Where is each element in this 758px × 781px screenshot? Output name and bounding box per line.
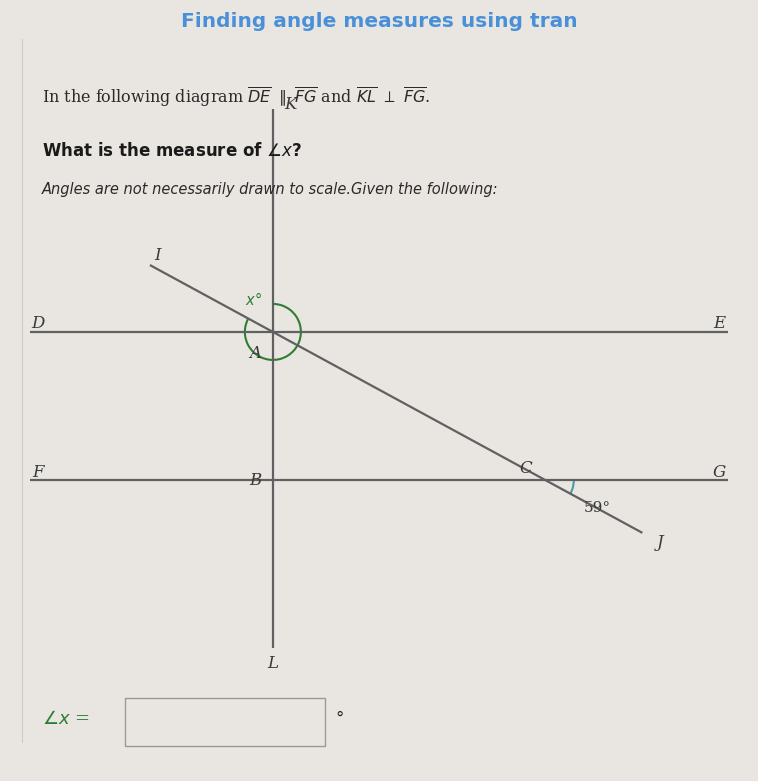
FancyBboxPatch shape — [125, 698, 325, 746]
Text: D: D — [32, 316, 45, 333]
Text: °: ° — [335, 710, 343, 728]
Text: What is the measure of $\angle x$?: What is the measure of $\angle x$? — [42, 142, 302, 160]
Text: B: B — [249, 472, 261, 489]
Text: $x°$: $x°$ — [245, 291, 262, 308]
Text: G: G — [713, 464, 726, 481]
Text: A: A — [249, 345, 261, 362]
Text: J: J — [657, 534, 664, 551]
Text: F: F — [33, 464, 44, 481]
Text: E: E — [713, 316, 725, 333]
Text: Angles are not necessarily drawn to scale.Given the following:: Angles are not necessarily drawn to scal… — [42, 182, 499, 197]
Text: K: K — [285, 96, 297, 112]
Text: In the following diagram $\overline{DE}$ $\parallel$ $\overline{FG}$ and $\overl: In the following diagram $\overline{DE}$… — [42, 85, 431, 109]
Text: C: C — [519, 460, 532, 477]
Text: I: I — [155, 247, 161, 263]
Text: $\angle x$ =: $\angle x$ = — [42, 710, 89, 728]
Text: Finding angle measures using tran: Finding angle measures using tran — [180, 12, 578, 31]
Text: 59°: 59° — [584, 501, 611, 515]
Text: L: L — [268, 654, 278, 672]
